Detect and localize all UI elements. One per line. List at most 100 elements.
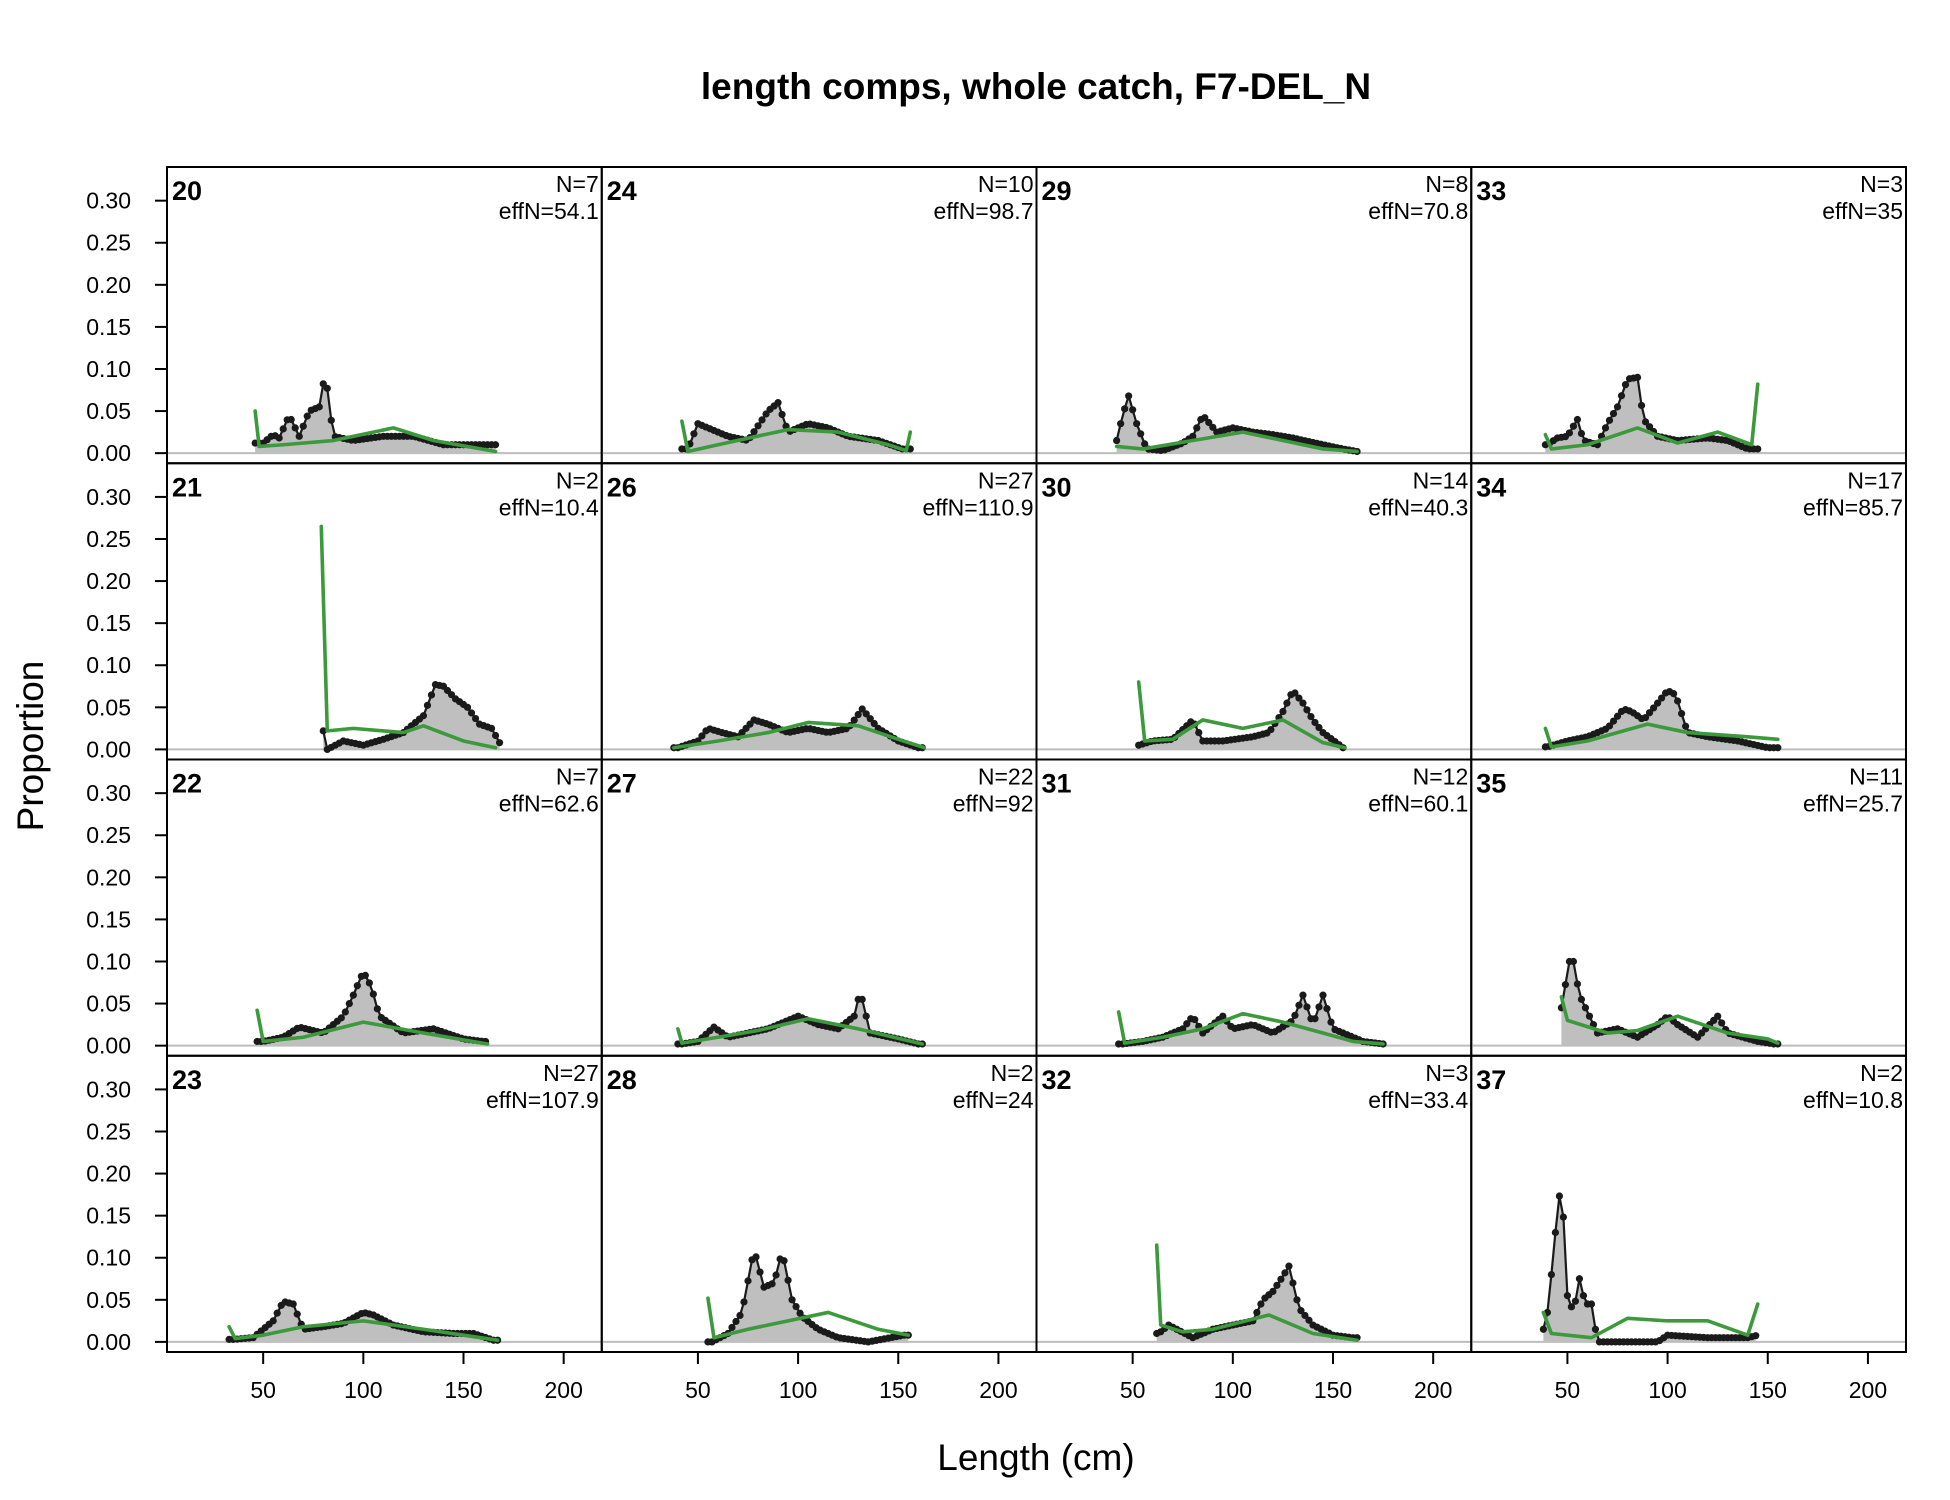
expected-line (227, 1319, 500, 1343)
observed-point (1305, 1316, 1313, 1324)
x-tick-label: 200 (544, 1377, 582, 1403)
x-axis-col-4: 50 100 150 200 (1555, 1351, 1887, 1403)
y-tick-label: 0.25 (86, 1118, 131, 1144)
observed-point (1714, 1012, 1722, 1020)
observed-point (1219, 1012, 1227, 1020)
y-tick-label: 0.25 (86, 230, 131, 256)
observed-point (1257, 1300, 1265, 1308)
observed-point (752, 1253, 760, 1261)
observed-point (293, 1310, 301, 1318)
panel-effn-label: effN=24 (953, 1087, 1034, 1113)
observed-point (315, 403, 323, 411)
observed-point (1311, 1015, 1319, 1023)
observed-fill (1561, 961, 1778, 1046)
observed-point (289, 1300, 297, 1308)
panel-effn-label: effN=85.7 (1803, 494, 1903, 520)
y-tick-label: 0.15 (86, 314, 131, 340)
y-tick-label: 0.30 (86, 780, 131, 806)
chart-title: length comps, whole catch, F7-DEL_N (701, 66, 1371, 107)
observed-point (1179, 1025, 1187, 1033)
observed-point (736, 1311, 744, 1320)
observed-point (1621, 381, 1630, 389)
observed-point (772, 1271, 780, 1279)
observed-point (369, 990, 377, 998)
panel-year-label: 20 (172, 176, 202, 206)
observed-point (774, 399, 782, 407)
observed-point (279, 425, 287, 433)
panel-effn-label: effN=33.4 (1368, 1087, 1468, 1113)
observed-point (1559, 1213, 1568, 1221)
y-tick-label: 0.15 (86, 1203, 131, 1229)
x-tick-label: 200 (1849, 1377, 1887, 1403)
observed-point (1573, 980, 1582, 988)
panel-effn-label: effN=60.1 (1368, 791, 1468, 817)
panel-n-label: N=27 (978, 467, 1034, 493)
observed-point (491, 731, 500, 740)
observed-point (850, 716, 858, 724)
panel-year-label: 31 (1042, 769, 1072, 799)
observed-point (1637, 401, 1646, 410)
panel-n-label: N=2 (556, 467, 599, 493)
panel-n-label: N=17 (1847, 467, 1903, 493)
y-tick-label: 0.05 (86, 991, 131, 1017)
axes: 0.00 0.05 0.10 0.15 0.20 0.25 0.30 0.00 0.05 0.10… (86, 188, 1887, 1403)
observed-point (1133, 420, 1141, 428)
expected-line (255, 1008, 490, 1046)
y-tick-label: 0.05 (86, 398, 131, 424)
panel-plot-area (1036, 392, 1472, 456)
panel-n-label: N=2 (1860, 1060, 1903, 1086)
y-tick-label: 0.00 (86, 440, 131, 466)
observed-point (1285, 1262, 1293, 1270)
observed-point (467, 709, 476, 717)
x-tick-label: 100 (1648, 1377, 1686, 1403)
panel-plot-area (1036, 1243, 1472, 1343)
observed-point (1117, 420, 1125, 428)
observed-point (1291, 1011, 1299, 1019)
observed-point (1303, 1003, 1311, 1011)
panel-year-label: 22 (172, 769, 202, 799)
observed-point (419, 712, 428, 720)
observed-point (1609, 409, 1618, 418)
y-tick-label: 0.20 (86, 272, 131, 298)
observed-point (1571, 1297, 1580, 1305)
observed-point (423, 701, 432, 709)
observed-point (1273, 1281, 1281, 1289)
observed-point (1315, 1003, 1323, 1011)
observed-point (758, 416, 766, 424)
y-tick-label: 0.25 (86, 526, 131, 552)
panel-plot-area (167, 1298, 602, 1344)
observed-point (1191, 1015, 1199, 1024)
y-tick-label: 0.00 (86, 1033, 131, 1059)
expected-line (676, 1016, 925, 1046)
y-tick-label: 0.10 (86, 356, 131, 382)
observed-point (862, 1012, 870, 1020)
panel-year-label: 21 (172, 472, 202, 502)
panel-plot-area (601, 1253, 1037, 1346)
observed-point (858, 705, 866, 713)
observed-point (1653, 699, 1662, 707)
panel-n-label: N=27 (543, 1060, 599, 1086)
observed-point (732, 1317, 740, 1326)
observed-point (1579, 1292, 1588, 1300)
observed-point (1299, 991, 1307, 999)
panel-year-label: 32 (1042, 1065, 1072, 1095)
observed-point (1555, 1192, 1564, 1200)
observed-point (796, 1309, 804, 1317)
observed-point (850, 1012, 858, 1020)
observed-point (1293, 1296, 1301, 1304)
observed-point (1577, 429, 1586, 438)
y-tick-label: 0.30 (86, 188, 131, 214)
observed-point (1209, 423, 1217, 431)
x-tick-label: 200 (1414, 1377, 1452, 1403)
observed-point (495, 739, 504, 747)
observed-point (1291, 689, 1299, 697)
observed-point (1283, 699, 1291, 707)
panel-n-label: N=3 (1860, 171, 1903, 197)
expected-line (1543, 382, 1760, 451)
observed-fill (1138, 693, 1344, 750)
observed-point (1319, 991, 1327, 999)
panel-n-label: N=12 (1413, 764, 1469, 790)
